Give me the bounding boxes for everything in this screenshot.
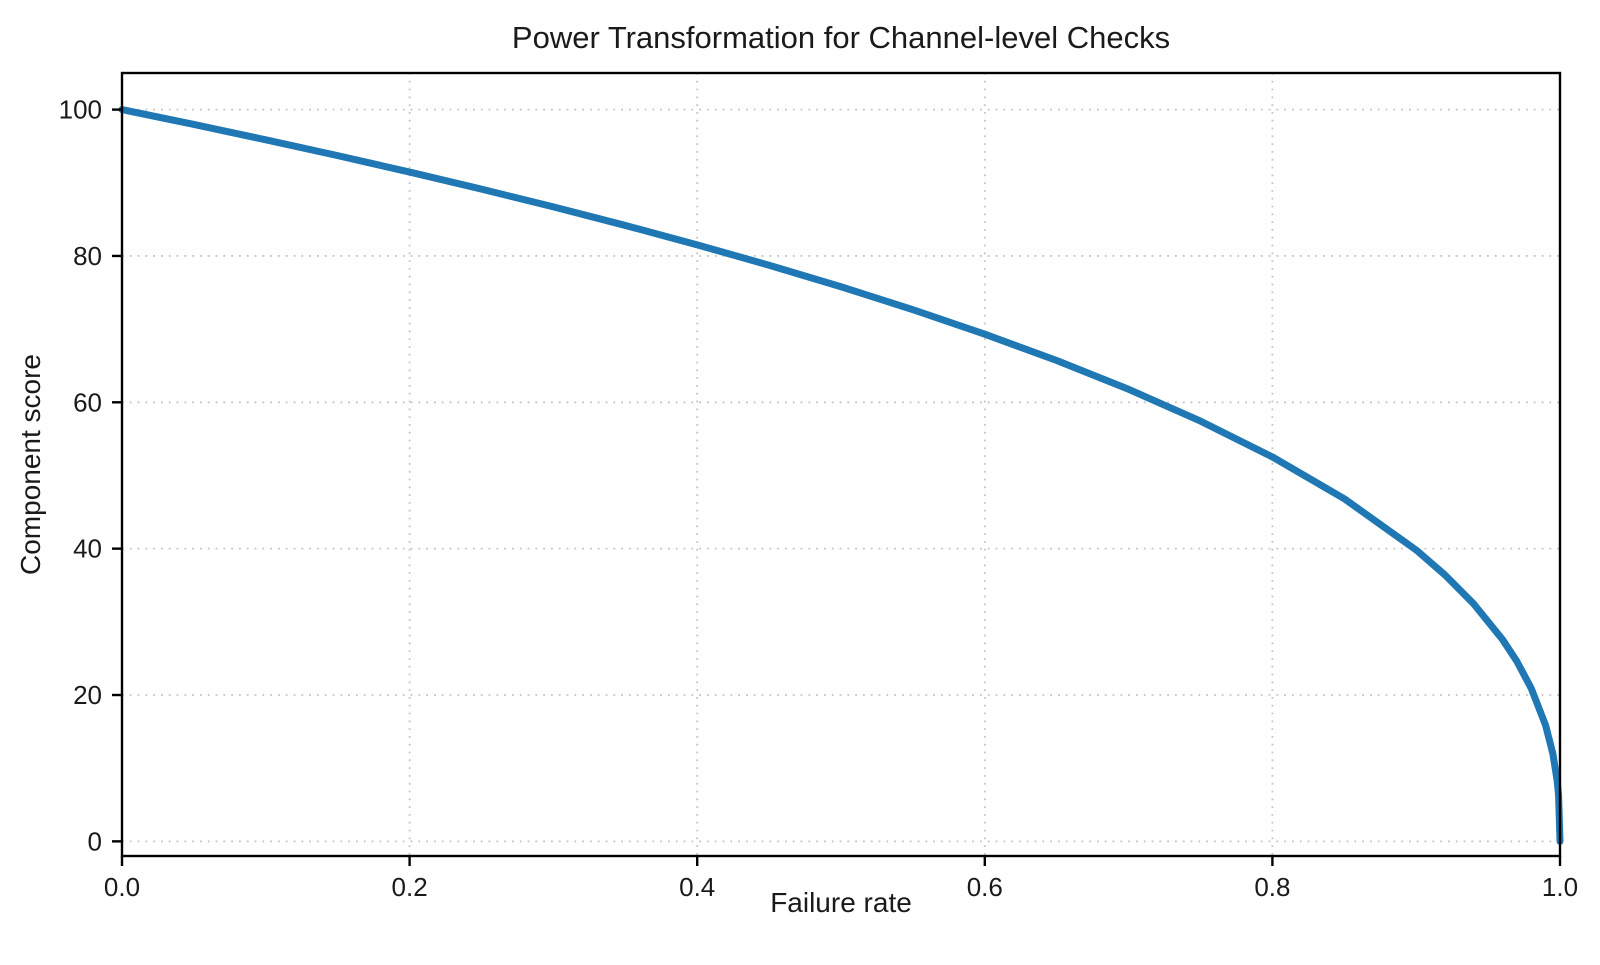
gridlines — [122, 73, 1560, 856]
svg-text:0.8: 0.8 — [1254, 872, 1290, 902]
svg-text:0.4: 0.4 — [679, 872, 715, 902]
svg-text:0.2: 0.2 — [392, 872, 428, 902]
svg-text:0.6: 0.6 — [967, 872, 1003, 902]
svg-text:80: 80 — [73, 241, 102, 271]
axis-ticks — [112, 108, 1562, 866]
power-curve-line — [118, 106, 1564, 845]
plot-border — [120, 71, 1562, 858]
x-tick-labels: 0.0 0.2 0.4 0.6 0.8 1.0 — [104, 872, 1578, 902]
svg-text:20: 20 — [73, 680, 102, 710]
chart-title: Power Transformation for Channel-level C… — [512, 20, 1170, 55]
y-axis-label: Component score — [15, 354, 46, 575]
svg-text:0: 0 — [88, 826, 102, 856]
y-tick-labels: 0 20 40 60 80 100 — [59, 95, 102, 857]
svg-text:40: 40 — [73, 534, 102, 564]
svg-text:60: 60 — [73, 387, 102, 417]
svg-text:100: 100 — [59, 95, 102, 125]
svg-text:0.0: 0.0 — [104, 872, 140, 902]
x-axis-label: Failure rate — [770, 887, 912, 918]
svg-text:1.0: 1.0 — [1542, 872, 1578, 902]
